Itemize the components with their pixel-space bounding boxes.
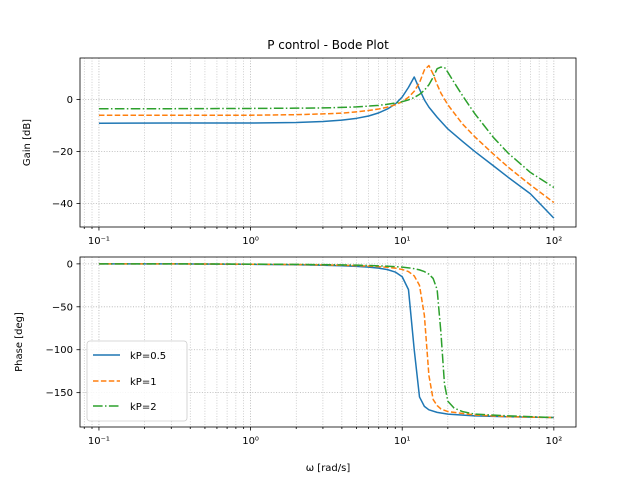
gain-x-tick-label: 10⁻¹ xyxy=(88,236,110,247)
phase-ticks: 10⁻¹ 10⁰ 10¹ 10² 0 −50 −100 −150 xyxy=(46,259,563,447)
phase-y-tick-label: −100 xyxy=(46,345,73,356)
legend-label-kp-1: kP=1 xyxy=(130,377,157,388)
gain-grid xyxy=(80,58,576,227)
gain-axes-frame xyxy=(79,57,577,228)
legend-box xyxy=(86,340,188,422)
phase-y-tick-label: 0 xyxy=(67,259,73,270)
gain-chart-title: P control - Bode Plot xyxy=(267,38,389,52)
gain-y-axis-label: Gain [dB] xyxy=(22,119,33,166)
gain-panel: 10⁻¹ 10⁰ 10¹ 10² 0 −20 −40 P control - Bode Pl… xyxy=(22,38,577,247)
phase-x-tick-label: 10² xyxy=(545,436,562,447)
gain-x-tick-label: 10⁰ xyxy=(242,236,259,247)
phase-y-tick-label: −50 xyxy=(52,302,73,313)
x-axis-label: ω [rad/s] xyxy=(306,463,351,474)
phase-axes-frame xyxy=(79,256,577,428)
gain-y-tick-label: −20 xyxy=(52,147,73,158)
gain-series-line-3 xyxy=(98,66,555,189)
phase-y-axis-label: Phase [deg] xyxy=(14,312,25,372)
gain-y-tick-label: −40 xyxy=(52,199,73,210)
legend-label-kp-0-5: kP=0.5 xyxy=(130,351,166,362)
phase-x-tick-label: 10⁰ xyxy=(242,436,259,447)
gain-y-tick-label: 0 xyxy=(67,95,73,106)
gain-x-tick-label: 10² xyxy=(545,236,562,247)
legend: kP=0.5 kP=1 kP=2 xyxy=(86,340,188,422)
phase-x-tick-label: 10¹ xyxy=(394,436,411,447)
phase-series-line-3 xyxy=(98,263,554,419)
phase-series-layer xyxy=(98,263,554,419)
legend-label-kp-2: kP=2 xyxy=(130,402,157,413)
gain-x-tick-label: 10¹ xyxy=(394,236,411,247)
gain-series-line-2 xyxy=(98,64,555,204)
gain-series-line-1 xyxy=(98,76,555,219)
phase-panel: 10⁻¹ 10⁰ 10¹ 10² 0 −50 −100 −150 Phase [deg] ω … xyxy=(14,256,577,474)
gain-ticks: 10⁻¹ 10⁰ 10¹ 10² 0 −20 −40 xyxy=(52,95,562,247)
phase-x-tick-label: 10⁻¹ xyxy=(88,436,110,447)
phase-y-tick-label: −150 xyxy=(46,388,73,399)
gain-series-layer xyxy=(98,64,555,219)
